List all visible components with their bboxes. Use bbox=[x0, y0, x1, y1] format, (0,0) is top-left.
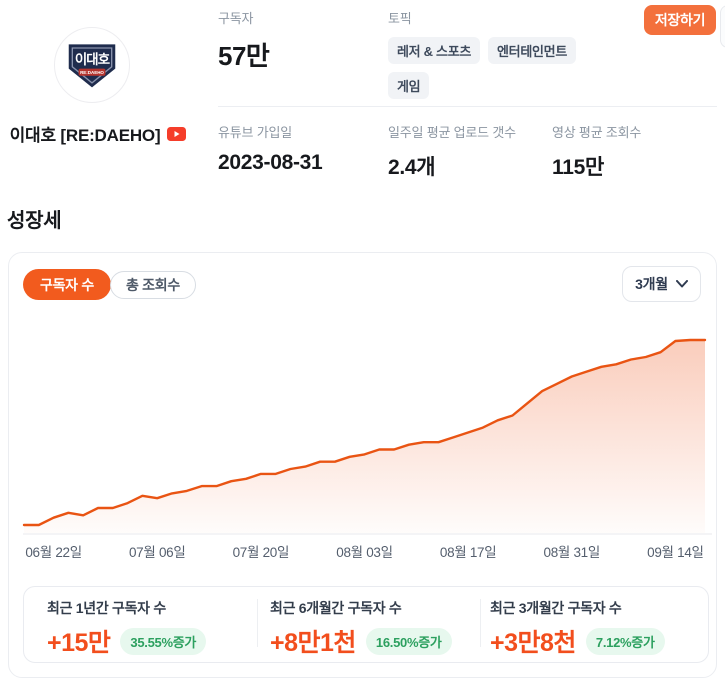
avg-views-label: 영상 평균 조회수 bbox=[552, 125, 642, 140]
channel-logo-shield: 이대호 RE:DAEHO bbox=[68, 44, 116, 88]
save-button[interactable]: 저장하기 bbox=[644, 5, 716, 35]
stats-divider bbox=[257, 599, 258, 647]
x-axis-label: 07월 06일 bbox=[128, 545, 186, 560]
subscribers-stat: 구독자 57만 bbox=[218, 8, 270, 73]
channel-name: 이대호 [RE:DAEHO] bbox=[9, 126, 161, 145]
growth-section-title: 성장세 bbox=[7, 210, 62, 232]
joined-label: 유튜브 가입일 bbox=[218, 125, 292, 140]
x-axis-label: 08월 31일 bbox=[543, 545, 601, 560]
stat-1year-change-badge: 35.55%증가 bbox=[120, 627, 207, 655]
growth-card: 구독자 수 총 조회수 3개월 06월 22일 07월 06일 07월 20일 08월… bbox=[8, 252, 717, 678]
joined-value: 2023-08-31 bbox=[218, 151, 323, 174]
tab-subscriber-count[interactable]: 구독자 수 bbox=[23, 269, 111, 300]
stat-1year-label: 최근 1년간 구독자 수 bbox=[47, 600, 166, 616]
avg-views-stat: 영상 평균 조회수 115만 bbox=[552, 122, 641, 181]
subscribers-label: 구독자 bbox=[218, 11, 254, 26]
x-axis-label: 06월 22일 bbox=[25, 545, 82, 560]
weekly-uploads-stat: 일주일 평균 업로드 갯수 2.4개 bbox=[388, 122, 516, 181]
x-axis-labels: 06월 22일 07월 06일 07월 20일 08월 03일 08월 17일 08월 3… bbox=[9, 541, 718, 561]
svg-text:이대호: 이대호 bbox=[75, 51, 110, 67]
period-dropdown-value: 3개월 bbox=[635, 276, 668, 292]
topic-tags: 레저 & 스포츠 엔터테인먼트 게임 bbox=[388, 37, 578, 99]
stat-3months-value: +3만8천 bbox=[490, 629, 576, 657]
svg-text:RE:DAEHO: RE:DAEHO bbox=[80, 70, 104, 75]
stat-1year: 최근 1년간 구독자 수 +15만 35.55%증가 bbox=[47, 598, 207, 659]
joined-stat: 유튜브 가입일 2023-08-31 bbox=[218, 122, 323, 175]
x-axis-label: 09월 14일 bbox=[647, 545, 704, 560]
channel-avatar: 이대호 RE:DAEHO bbox=[54, 27, 130, 103]
stat-6months: 최근 6개월간 구독자 수 +8만1천 16.50%증가 bbox=[270, 598, 452, 659]
x-axis-label: 08월 17일 bbox=[439, 545, 497, 560]
stat-6months-value: +8만1천 bbox=[270, 629, 356, 657]
growth-stats-card: 최근 1년간 구독자 수 +15만 35.55%증가 최근 6개월간 구독자 수… bbox=[23, 586, 709, 663]
topics-label: 토픽 bbox=[388, 11, 412, 26]
topics-block: 토픽 레저 & 스포츠 엔터테인먼트 게임 bbox=[388, 8, 608, 99]
chart-line bbox=[22, 338, 707, 527]
subscribers-value: 57만 bbox=[218, 41, 270, 71]
channel-title-row: 이대호 [RE:DAEHO] bbox=[0, 121, 196, 146]
youtube-icon bbox=[167, 126, 187, 141]
stats-divider bbox=[480, 599, 481, 647]
growth-area-chart bbox=[22, 338, 712, 535]
stat-3months: 최근 3개월간 구독자 수 +3만8천 7.12%증가 bbox=[490, 598, 665, 659]
stat-6months-label: 최근 6개월간 구독자 수 bbox=[270, 600, 402, 616]
stat-6months-change-badge: 16.50%증가 bbox=[365, 627, 452, 655]
header-divider bbox=[218, 106, 717, 107]
stat-3months-change-badge: 7.12%증가 bbox=[585, 627, 665, 655]
stat-3months-label: 최근 3개월간 구독자 수 bbox=[490, 600, 622, 616]
tab-total-views[interactable]: 총 조회수 bbox=[110, 271, 196, 299]
avg-views-value: 115만 bbox=[552, 156, 604, 179]
period-dropdown[interactable]: 3개월 bbox=[622, 266, 701, 302]
weekly-uploads-value: 2.4개 bbox=[388, 156, 436, 179]
chart-area-fill bbox=[24, 340, 705, 533]
chevron-down-icon bbox=[675, 280, 688, 288]
stat-1year-value: +15만 bbox=[47, 629, 111, 657]
topic-tag: 게임 bbox=[388, 72, 430, 99]
topic-tag: 레저 & 스포츠 bbox=[388, 37, 481, 64]
x-axis-label: 07월 20일 bbox=[232, 545, 290, 560]
topic-tag: 엔터테인먼트 bbox=[488, 37, 576, 64]
x-axis-label: 08월 03일 bbox=[336, 545, 393, 560]
partial-button-edge[interactable] bbox=[720, 5, 725, 48]
weekly-uploads-label: 일주일 평균 업로드 갯수 bbox=[388, 125, 516, 140]
